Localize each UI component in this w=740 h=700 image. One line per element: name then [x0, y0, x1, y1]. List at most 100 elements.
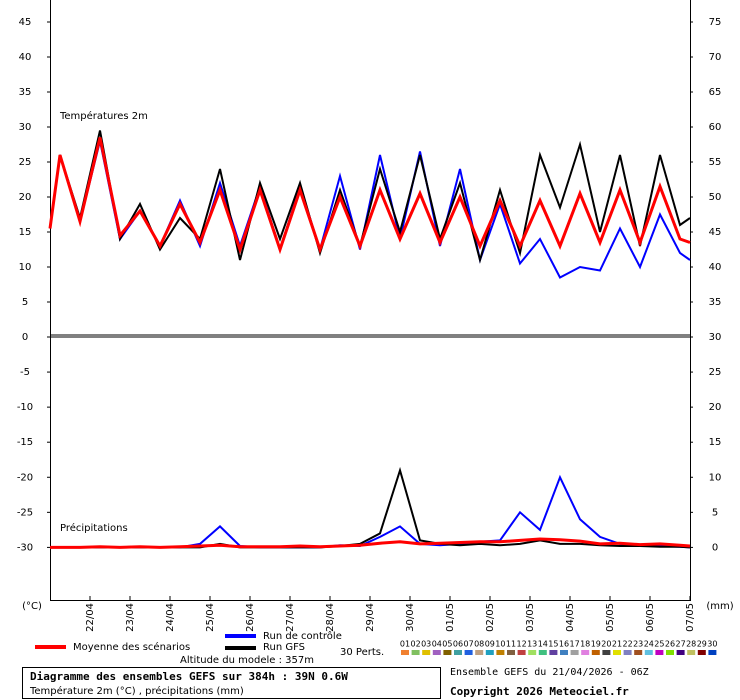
- member-label: 20: [601, 640, 611, 649]
- member-swatch: [602, 650, 611, 655]
- member-label: 23: [633, 640, 643, 649]
- member-label: 28: [686, 640, 696, 649]
- member-swatch: [570, 650, 579, 655]
- x-tick-label: 05/05: [605, 603, 616, 632]
- y2-tick-label: 30: [709, 332, 722, 343]
- member-swatch: [560, 650, 568, 655]
- y-tick-label: -15: [17, 437, 33, 448]
- x-tick-label: 26/04: [245, 603, 256, 632]
- legend-label: Run GFS: [263, 642, 305, 653]
- member-label: 08: [474, 640, 484, 649]
- axis-unit: (°C): [22, 601, 42, 612]
- y2-tick-label: 75: [709, 17, 722, 28]
- member-label: 01: [400, 640, 410, 649]
- y2-tick-label: 25: [709, 367, 722, 378]
- member-label: 13: [527, 640, 537, 649]
- y-tick-label: 10: [19, 262, 32, 273]
- member-label: 19: [591, 640, 601, 649]
- plots: 05101520253035404530354045505560657075-5…: [17, 17, 722, 632]
- y2-tick-label: 45: [709, 227, 722, 238]
- member-swatch: [634, 650, 643, 655]
- footer-title: Diagramme des ensembles GEFS sur 384h : …: [30, 670, 348, 683]
- member-swatch: [581, 650, 590, 655]
- member-label: 07: [464, 640, 474, 649]
- x-tick-label: 03/05: [525, 603, 536, 632]
- member-swatch: [454, 650, 462, 655]
- member-label: 15: [548, 640, 558, 649]
- member-label: 22: [623, 640, 633, 649]
- x-tick-label: 22/04: [85, 603, 96, 632]
- member-swatch: [538, 650, 547, 655]
- y-tick-label: -30: [17, 542, 33, 553]
- y2-tick-label: 15: [709, 437, 722, 448]
- y2-tick-label: 0: [712, 542, 718, 553]
- member-label: 05: [442, 640, 452, 649]
- member-swatch: [687, 650, 696, 655]
- member-swatch: [496, 650, 505, 655]
- member-swatch: [485, 650, 494, 655]
- y2-tick-label: 35: [709, 297, 722, 308]
- x-tick-label: 07/05: [685, 603, 696, 632]
- member-legend: 01 02 03 04 05 06 07 08 09 10 11 12 13 14 15 16 17 18 19 20…: [400, 640, 717, 655]
- member-swatch: [676, 650, 685, 655]
- y-tick-label: 20: [19, 192, 32, 203]
- member-swatch: [613, 650, 621, 655]
- member-label: 10: [495, 640, 505, 649]
- member-label: 06: [453, 640, 463, 649]
- y2-tick-label: 50: [709, 192, 722, 203]
- copyright: Copyright 2026 Meteociel.fr: [450, 685, 629, 698]
- member-label: 25: [654, 640, 664, 649]
- x-tick-label: 01/05: [445, 603, 456, 632]
- y2-tick-label: 40: [709, 262, 722, 273]
- x-tick-label: 06/05: [645, 603, 656, 632]
- y-tick-label: 30: [19, 122, 32, 133]
- y-tick-label: 15: [19, 227, 32, 238]
- legend-label: 30 Perts.: [340, 647, 384, 658]
- footer-subtitle: Température 2m (°C) , précipitations (mm…: [29, 685, 244, 697]
- y2-tick-label: 5: [712, 507, 718, 518]
- y-tick-label: -10: [17, 402, 33, 413]
- x-tick-label: 02/05: [485, 603, 496, 632]
- panel-title: Précipitations: [60, 522, 128, 534]
- member-swatch: [697, 650, 706, 655]
- y-tick-label: 40: [19, 52, 32, 63]
- member-swatch: [401, 650, 409, 655]
- member-swatch: [591, 650, 600, 655]
- y-tick-label: 45: [19, 17, 32, 28]
- member-swatch: [475, 650, 484, 655]
- y2-tick-label: 70: [709, 52, 722, 63]
- member-swatch: [422, 650, 431, 655]
- member-label: 12: [517, 640, 527, 649]
- member-label: 14: [538, 640, 548, 649]
- panel-title: Températures 2m: [59, 110, 148, 122]
- member-label: 18: [580, 640, 590, 649]
- member-label: 04: [432, 640, 442, 649]
- member-swatch: [517, 650, 526, 655]
- member-swatch: [528, 650, 537, 655]
- legend-label: Moyenne des scénarios: [73, 641, 190, 653]
- frame: [50, 0, 691, 601]
- y-tick-label: -5: [20, 367, 30, 378]
- axis-unit: (mm): [706, 601, 733, 612]
- x-tick-label: 24/04: [165, 603, 176, 632]
- member-label: 02: [411, 640, 421, 649]
- x-tick-label: 23/04: [125, 603, 136, 632]
- y-tick-label: 35: [19, 87, 32, 98]
- y2-tick-label: 20: [709, 402, 722, 413]
- x-tick-label: 28/04: [325, 603, 336, 632]
- legend: Moyenne des scénarios Run de contrôle Ru…: [35, 630, 717, 658]
- member-label: 17: [570, 640, 580, 649]
- series-line: [48, 137, 691, 255]
- member-swatch: [443, 650, 452, 655]
- member-swatch: [549, 650, 558, 655]
- x-tick-label: 30/04: [405, 603, 416, 632]
- y-tick-label: 25: [19, 157, 32, 168]
- y-tick-label: -25: [17, 507, 33, 518]
- member-label: 11: [506, 640, 516, 649]
- member-swatch: [464, 650, 473, 655]
- y-tick-label: 0: [22, 332, 28, 343]
- y2-tick-label: 55: [709, 157, 722, 168]
- member-label: 26: [665, 640, 675, 649]
- footer-box: [22, 667, 441, 699]
